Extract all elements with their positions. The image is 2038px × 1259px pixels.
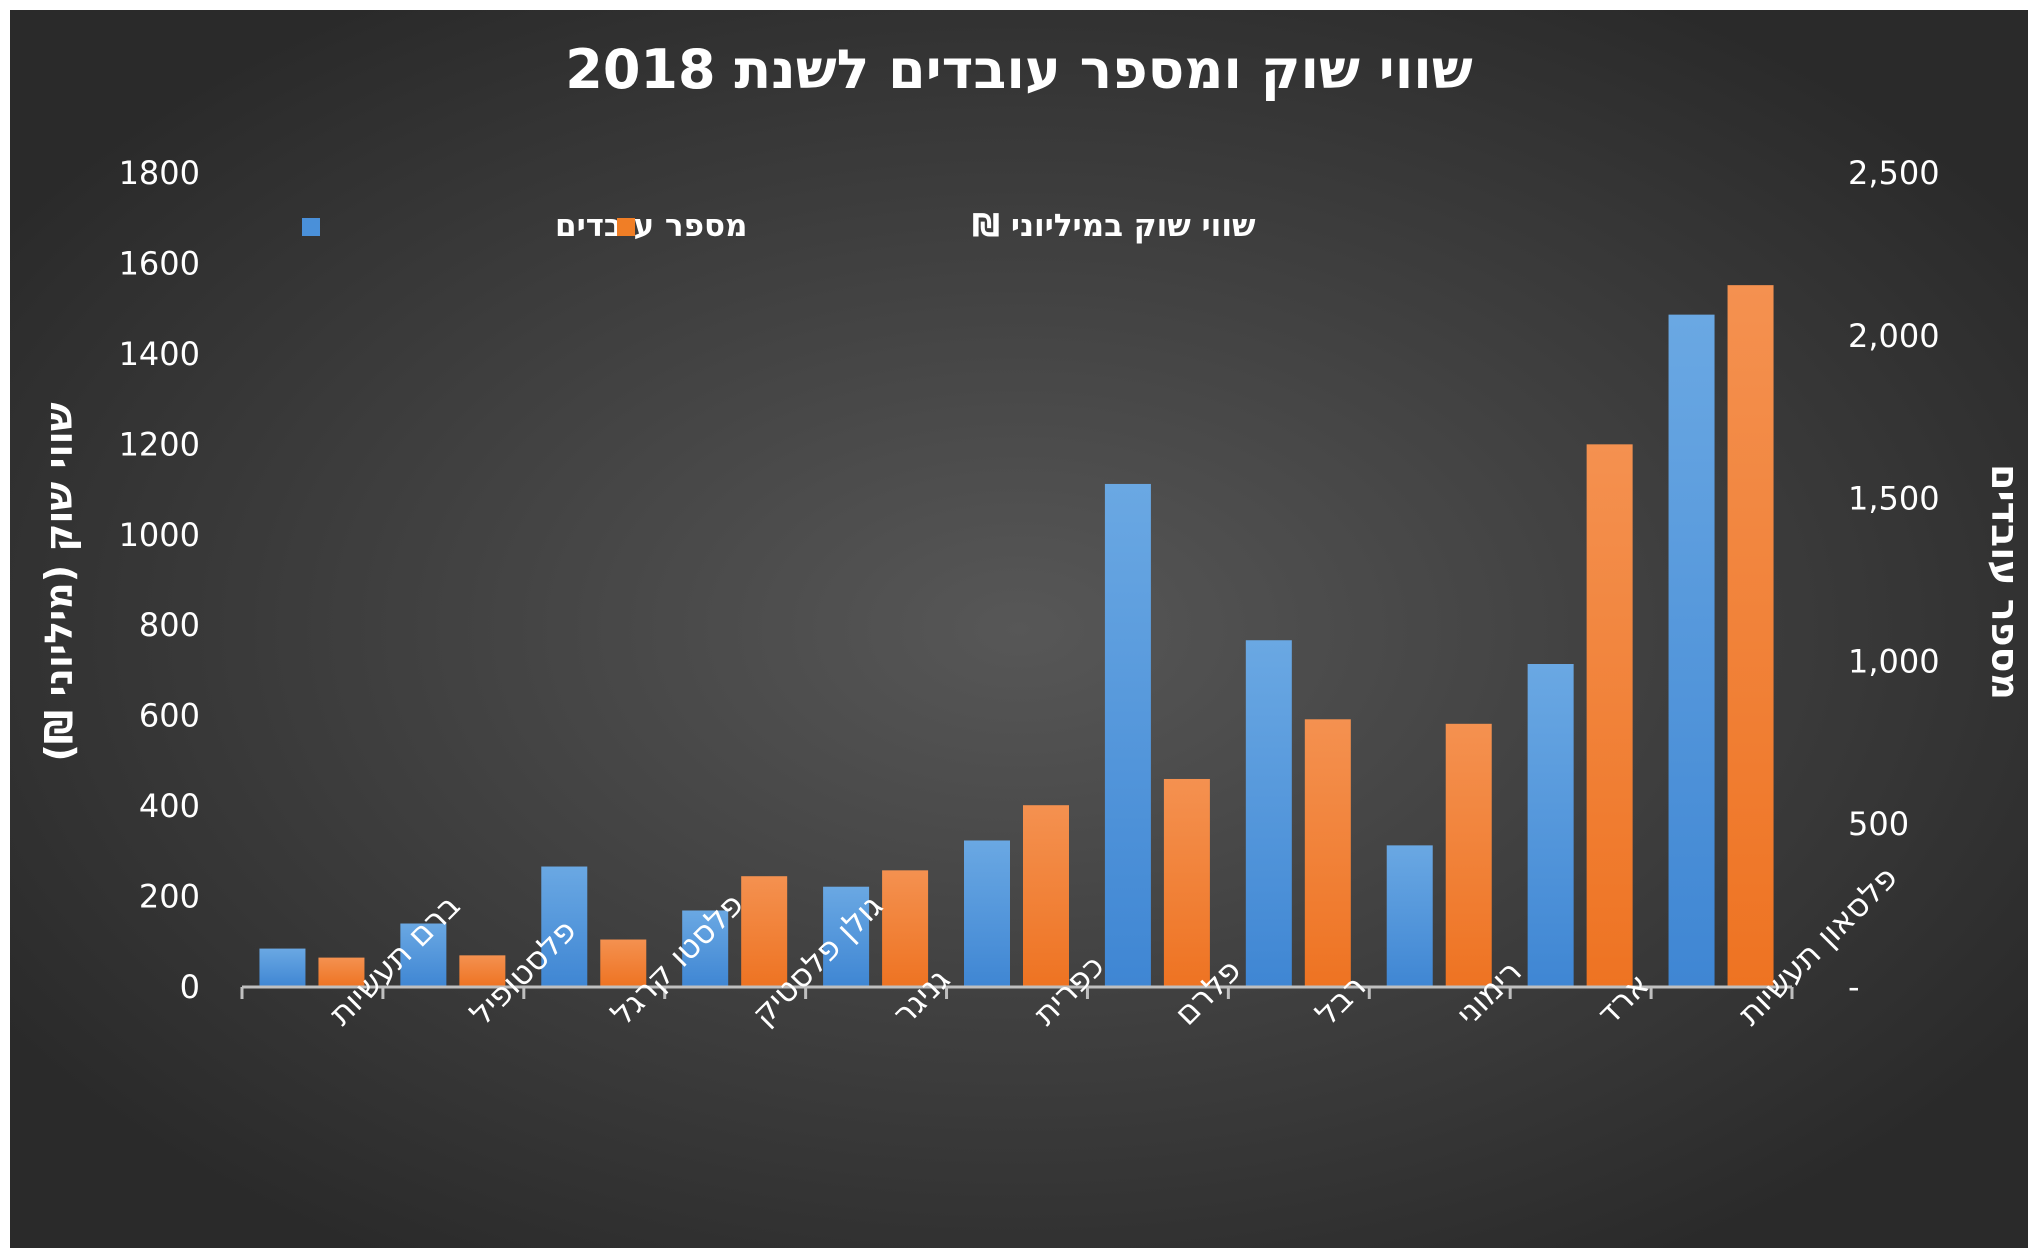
- y-right-tick-label: 1,000: [1848, 642, 1940, 680]
- bar-market-cap: [1304, 719, 1351, 987]
- bar-market-cap: [1163, 778, 1210, 987]
- bar-market-cap: [1586, 444, 1633, 987]
- bar-employees: [823, 886, 870, 987]
- legend: מספר עובדים שווי שוק במיליוני ₪: [302, 208, 1256, 244]
- y-axis-left-title: שווי שוק (מיליוני ₪): [37, 402, 81, 761]
- y-left-tick-label: 1400: [119, 335, 200, 373]
- legend-swatch-employees: [302, 218, 320, 236]
- y-right-tick-label: 2,500: [1848, 154, 1940, 192]
- bar-chart: שווי שוק ומספר עובדים לשנת 2018 מספר עוב…: [10, 10, 2028, 1248]
- legend-label-employees: מספר עובדים: [555, 208, 747, 244]
- y-axis-right: - 500 1,000 1,500 2,000 2,500: [1848, 154, 1940, 1006]
- y-left-tick-label: 800: [139, 606, 200, 644]
- bars: [259, 285, 1774, 987]
- chart-container: שווי שוק ומספר עובדים לשנת 2018 מספר עוב…: [10, 10, 2028, 1248]
- y-left-tick-label: 400: [139, 787, 200, 825]
- y-left-tick-label: 200: [139, 878, 200, 916]
- bar-employees: [541, 866, 588, 987]
- bar-employees: [1386, 845, 1433, 987]
- bar-market-cap: [600, 939, 647, 987]
- chart-title: שווי שוק ומספר עובדים לשנת 2018: [565, 38, 1473, 101]
- bar-employees: [682, 910, 729, 987]
- bar-market-cap: [882, 870, 929, 987]
- bar-market-cap: [1023, 805, 1069, 987]
- bar-market-cap: [741, 876, 788, 987]
- bar-employees: [259, 948, 306, 987]
- y-right-tick-label: 1,500: [1848, 480, 1940, 518]
- y-left-tick-label: 0: [180, 968, 200, 1006]
- y-left-tick-label: 600: [139, 697, 200, 735]
- bar-employees: [1104, 483, 1151, 987]
- bar-market-cap: [1727, 285, 1774, 987]
- legend-swatch-market-cap: [617, 218, 635, 236]
- bar-employees: [964, 840, 1010, 987]
- bar-market-cap: [459, 955, 506, 987]
- bar-market-cap: [318, 957, 365, 987]
- y-right-tick-label: 2,000: [1848, 317, 1940, 355]
- y-left-tick-label: 1800: [119, 154, 200, 192]
- y-right-tick-label: 500: [1848, 805, 1909, 843]
- bar-market-cap: [1445, 723, 1492, 987]
- bar-employees: [1245, 640, 1292, 987]
- legend-label-market-cap: שווי שוק במיליוני ₪: [972, 208, 1256, 244]
- chart-background: [10, 10, 2028, 1248]
- y-left-tick-label: 1200: [119, 425, 200, 463]
- y-left-tick-label: 1600: [119, 244, 200, 282]
- bar-employees: [1668, 314, 1715, 987]
- y-axis-right-title: מספר עובדים: [1983, 464, 2027, 700]
- y-right-tick-label: -: [1848, 968, 1860, 1006]
- bar-employees: [400, 923, 447, 987]
- y-axis-left: 0 200 400 600 800 1000 1200 1400 1600 1800: [119, 154, 200, 1006]
- y-left-tick-label: 1000: [119, 516, 200, 554]
- bar-employees: [1527, 664, 1574, 987]
